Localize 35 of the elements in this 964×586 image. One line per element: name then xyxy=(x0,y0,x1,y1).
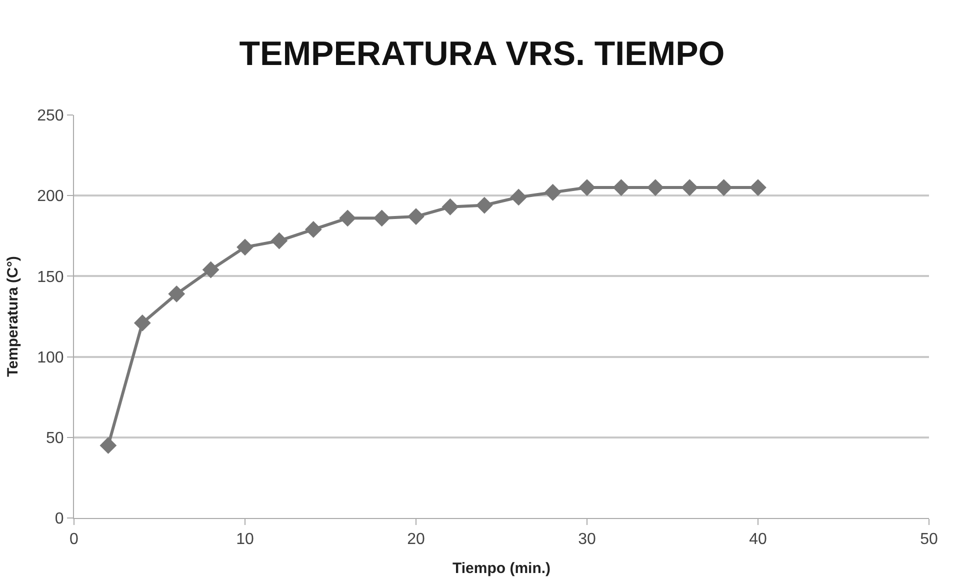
y-tick-label: 100 xyxy=(37,349,64,366)
y-tick-label: 150 xyxy=(37,268,64,286)
point xyxy=(202,261,220,278)
y-tick-label: 50 xyxy=(46,430,64,447)
y-tick-label: 200 xyxy=(37,188,64,206)
x-tick-label: 20 xyxy=(407,531,425,548)
point xyxy=(715,179,732,196)
x-tick-label: 40 xyxy=(749,531,767,548)
point xyxy=(373,210,390,227)
y-tick-label: 250 xyxy=(37,108,64,125)
point xyxy=(236,238,254,256)
point xyxy=(168,285,186,302)
point xyxy=(510,188,528,206)
point xyxy=(270,232,288,250)
point xyxy=(681,179,698,196)
point xyxy=(646,179,664,196)
point xyxy=(476,196,493,214)
x-tick-label: 0 xyxy=(70,531,79,548)
point xyxy=(442,198,459,216)
point xyxy=(304,221,322,238)
x-tick-label: 50 xyxy=(920,531,938,548)
y-axis-title: Temperatura (C°) xyxy=(4,256,22,377)
x-tick-label: 10 xyxy=(236,531,254,548)
point xyxy=(408,208,424,226)
point xyxy=(339,210,356,227)
x-axis-title: Tiempo (min.) xyxy=(452,560,551,578)
point xyxy=(612,179,630,196)
y-tick-label: 0 xyxy=(54,510,64,528)
point xyxy=(100,437,117,454)
point xyxy=(544,184,562,201)
point xyxy=(134,314,151,332)
point xyxy=(750,179,766,196)
chart-title: TEMPERATURA VRS. TIEMPO xyxy=(239,34,725,73)
x-tick-label: 30 xyxy=(578,531,596,548)
point xyxy=(578,179,596,196)
